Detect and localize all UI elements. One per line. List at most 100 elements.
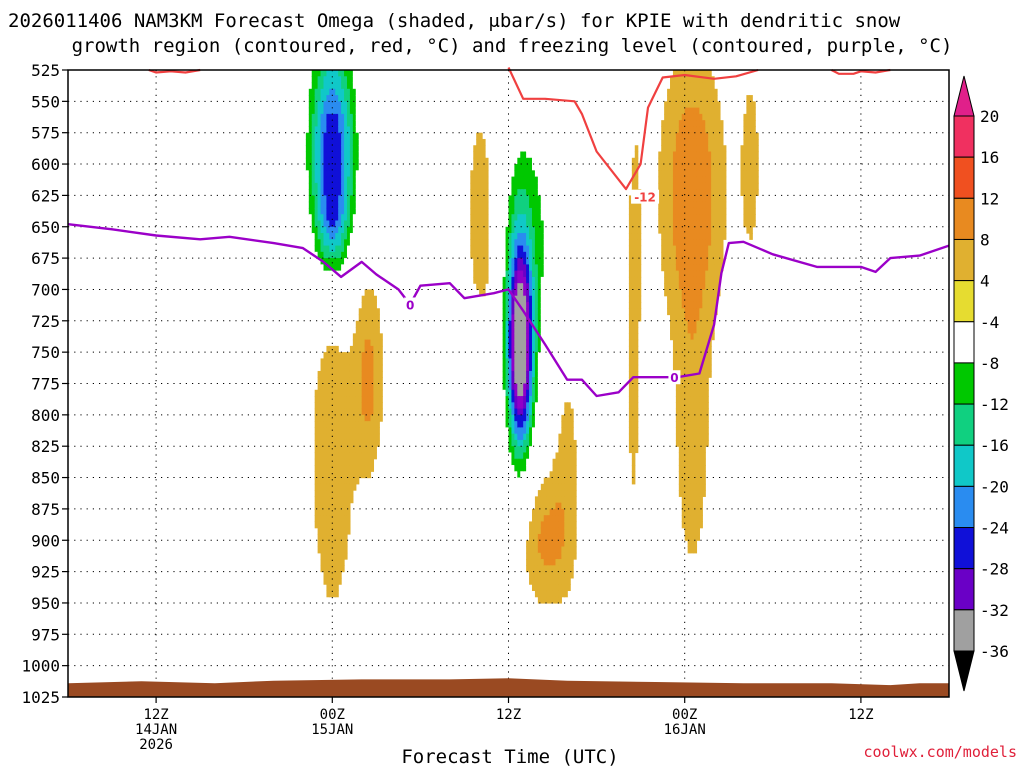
omega-cell xyxy=(355,207,360,215)
omega-cell xyxy=(543,289,548,297)
omega-cell xyxy=(164,157,169,165)
omega-cell xyxy=(499,339,504,347)
omega-cell xyxy=(482,145,486,153)
omega-cell xyxy=(664,189,668,196)
omega-cell xyxy=(244,352,248,360)
omega-cell xyxy=(358,320,363,328)
omega-cell xyxy=(344,490,348,497)
omega-cell xyxy=(379,339,383,347)
omega-cell xyxy=(358,370,363,378)
omega-cell xyxy=(705,314,709,322)
omega-cell xyxy=(534,270,539,278)
omega-cell xyxy=(693,327,698,334)
omega-cell xyxy=(531,289,536,297)
omega-cell xyxy=(443,170,448,178)
omega-cell xyxy=(631,477,636,485)
omega-cell xyxy=(338,421,342,428)
omega-cell xyxy=(344,195,348,203)
omega-cell xyxy=(523,113,527,121)
omega-cell xyxy=(696,289,700,297)
omega-cell xyxy=(499,289,504,297)
omega-cell xyxy=(361,295,366,303)
omega-cell xyxy=(170,126,175,134)
omega-cell xyxy=(305,170,310,178)
omega-cell xyxy=(714,170,718,178)
omega-cell xyxy=(352,138,357,146)
omega-cell xyxy=(529,383,533,391)
omega-cell xyxy=(373,339,377,347)
omega-cell xyxy=(678,283,683,291)
omega-cell xyxy=(693,120,698,128)
omega-cell xyxy=(338,446,342,454)
omega-cell xyxy=(344,370,348,378)
omega-cell xyxy=(320,151,325,159)
omega-cell xyxy=(338,496,342,504)
omega-cell xyxy=(358,446,363,454)
omega-cell xyxy=(675,101,680,109)
omega-cell xyxy=(349,120,354,128)
omega-cell xyxy=(749,120,753,128)
omega-cell xyxy=(346,496,351,504)
omega-cell xyxy=(349,458,354,466)
omega-cell xyxy=(634,157,639,165)
omega-cell xyxy=(702,439,706,447)
omega-cell xyxy=(534,251,539,259)
omega-cell xyxy=(705,189,709,196)
omega-cell xyxy=(631,439,636,447)
omega-cell xyxy=(502,264,507,272)
omega-cell xyxy=(305,189,310,196)
omega-cell xyxy=(505,339,510,347)
omega-cell xyxy=(470,239,474,247)
omega-cell xyxy=(705,408,709,416)
omega-cell xyxy=(605,126,609,134)
omega-cell xyxy=(253,345,257,353)
omega-cell xyxy=(305,157,310,165)
omega-cell xyxy=(693,189,698,196)
omega-cell xyxy=(705,145,709,153)
omega-cell xyxy=(123,245,128,253)
omega-cell xyxy=(722,207,727,215)
omega-cell xyxy=(317,427,322,435)
omega-cell xyxy=(523,458,527,466)
omega-cell xyxy=(446,251,451,259)
omega-cell xyxy=(605,95,609,102)
omega-cell xyxy=(693,70,698,77)
omega-cell xyxy=(534,540,539,548)
omega-cell xyxy=(511,289,515,297)
omega-cell xyxy=(344,383,348,391)
omega-cell xyxy=(329,546,333,554)
omega-cell xyxy=(520,333,524,341)
omega-cell xyxy=(449,214,454,222)
omega-cell xyxy=(534,508,539,516)
omega-cell xyxy=(341,276,345,284)
omega-cell xyxy=(531,214,536,222)
omega-cell xyxy=(749,164,753,171)
omega-cell xyxy=(537,584,542,592)
omega-cell xyxy=(696,358,700,366)
omega-cell xyxy=(537,251,542,259)
omega-cell xyxy=(558,245,562,253)
omega-cell xyxy=(561,496,565,504)
omega-cell xyxy=(317,151,322,159)
omega-cell xyxy=(681,214,686,222)
omega-cell xyxy=(499,377,504,385)
omega-cell xyxy=(531,138,536,146)
omega-cell xyxy=(543,596,548,604)
omega-cell xyxy=(314,189,319,196)
omega-cell xyxy=(749,233,753,240)
omega-cell xyxy=(173,151,178,159)
omega-cell xyxy=(317,383,322,391)
omega-cell xyxy=(690,452,695,460)
omega-cell xyxy=(352,352,357,360)
omega-cell xyxy=(526,396,530,403)
omega-cell xyxy=(346,408,351,416)
omega-cell xyxy=(711,333,715,341)
omega-cell xyxy=(164,126,169,134)
omega-cell xyxy=(499,358,504,366)
omega-cell xyxy=(549,289,554,297)
omega-cell xyxy=(323,76,328,84)
omega-cell xyxy=(255,176,260,184)
omega-cell xyxy=(341,145,345,153)
omega-cell xyxy=(693,546,698,554)
